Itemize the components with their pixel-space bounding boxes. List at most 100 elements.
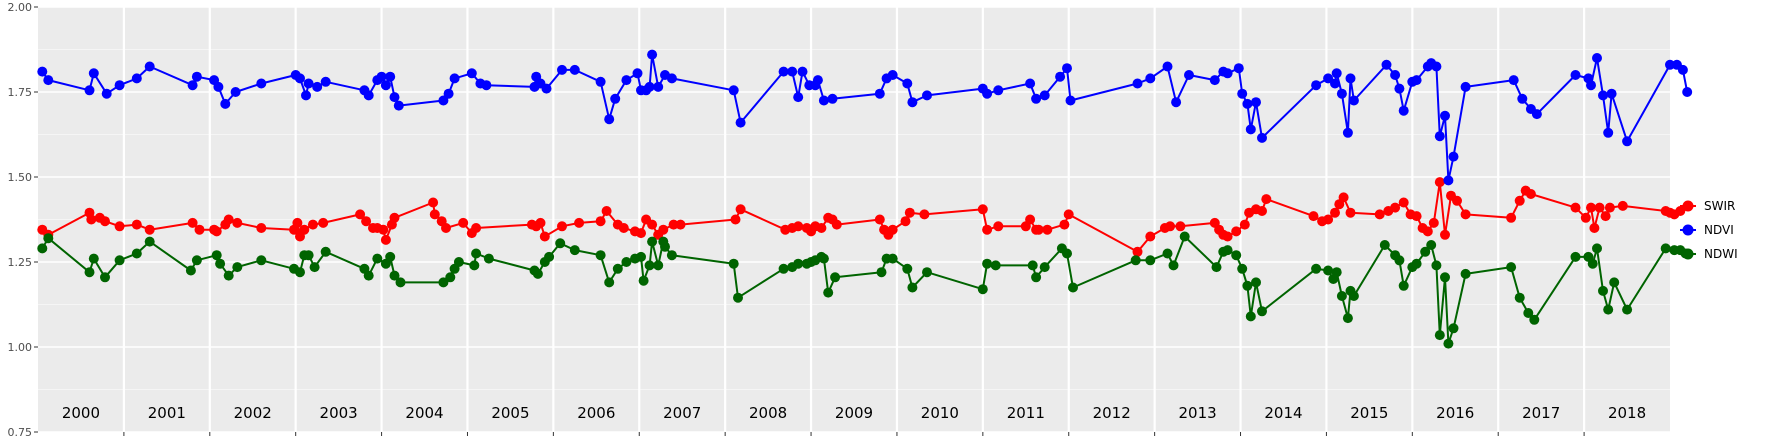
ndvi-point: [818, 95, 829, 106]
swir-point: [1586, 202, 1596, 213]
ndwi-point: [636, 251, 646, 262]
ndwi-point: [555, 238, 566, 249]
swir-point: [256, 223, 267, 233]
ndvi-point: [187, 80, 198, 91]
ndvi-point: [295, 73, 305, 84]
ndwi-point: [1426, 240, 1437, 250]
swir-point: [1145, 231, 1156, 242]
ndwi-point: [131, 248, 142, 259]
ndwi-point: [445, 272, 456, 283]
swir-point: [904, 207, 915, 218]
ndwi-point: [887, 253, 898, 264]
ndvi-point: [1251, 97, 1261, 108]
ndwi-point: [1027, 260, 1038, 271]
ndvi-point: [1603, 127, 1614, 138]
ndwi-point: [471, 248, 482, 259]
ndwi-point: [644, 260, 655, 271]
swir-point: [1460, 209, 1471, 220]
ndwi-point: [363, 270, 374, 281]
ndvi-point: [1531, 109, 1542, 120]
ndwi-point: [647, 236, 658, 247]
ndvi-point: [610, 93, 621, 104]
ndwi-point: [1257, 306, 1267, 317]
swir-point: [1452, 195, 1462, 206]
ndvi-point: [793, 92, 804, 103]
x-axis: 2000 2001 2002 2003 2004 2005 2006 2007 2008 2009…: [62, 404, 1646, 436]
ndvi-point: [1162, 61, 1173, 72]
swir-point: [441, 223, 451, 233]
ndwi-point: [793, 258, 804, 269]
ndwi-point: [88, 253, 99, 264]
ndwi-point: [1062, 248, 1072, 259]
swir-point: [816, 223, 827, 233]
swir-point: [292, 217, 303, 228]
ndvi-point: [1411, 75, 1422, 86]
ndwi-point: [256, 255, 267, 266]
ndvi-point: [191, 71, 202, 82]
ndvi-point: [213, 81, 224, 92]
ndvi-point: [1233, 63, 1244, 74]
swir-point: [1063, 209, 1074, 220]
swir-point: [232, 217, 243, 228]
swir-point: [1330, 207, 1340, 218]
swir-point: [1580, 212, 1591, 223]
legend-key-point: [1682, 200, 1694, 212]
ndwi-point: [1394, 255, 1405, 266]
ndvi-point: [1242, 98, 1253, 109]
ndwi-point: [544, 251, 555, 262]
ndvi-point: [874, 88, 885, 99]
swir-point: [307, 219, 318, 230]
ndwi-point: [778, 263, 789, 274]
swir-point: [1570, 202, 1581, 213]
ndvi-point: [1222, 68, 1233, 79]
swir-point: [1059, 219, 1070, 230]
swir-point: [735, 204, 746, 215]
series-layer: [37, 49, 1693, 349]
ndwi-point: [1323, 265, 1334, 276]
ndwi-point: [1398, 280, 1409, 291]
ndwi-point: [303, 250, 314, 261]
ndvi-point: [466, 68, 477, 79]
ndwi-point: [818, 253, 829, 264]
swir-point: [887, 224, 898, 235]
ndvi-point: [43, 75, 54, 86]
ndvi-point: [1209, 75, 1220, 86]
ndvi-point: [449, 73, 460, 84]
ndvi-point: [37, 66, 48, 77]
ndvi-point: [114, 80, 125, 91]
ndvi-point: [1381, 59, 1392, 70]
swir-point: [1257, 206, 1267, 216]
swir-point: [318, 217, 329, 228]
ndwi-point: [1529, 314, 1540, 325]
ndwi-point: [1162, 248, 1173, 259]
ndvi-point: [363, 90, 374, 101]
ndwi-point: [37, 243, 48, 254]
ndwi-point: [1598, 285, 1608, 296]
swir-point: [1231, 226, 1242, 237]
ndvi-point: [320, 76, 331, 87]
ndvi-point: [982, 88, 993, 99]
year-label: 2012: [1093, 404, 1131, 422]
ndvi-point: [787, 66, 798, 77]
ndvi-point: [922, 90, 932, 101]
ndvi-point: [1443, 175, 1454, 186]
ndvi-point: [1257, 132, 1267, 143]
ndvi-point: [301, 90, 311, 101]
year-label: 2014: [1264, 404, 1302, 422]
legend-key-point: [1682, 224, 1694, 236]
ndwi-point: [100, 272, 110, 283]
ndwi-point: [621, 257, 632, 267]
swir-point: [1675, 206, 1686, 216]
swir-point: [458, 217, 469, 228]
ndvi-point: [481, 80, 492, 91]
swir-point: [1589, 223, 1600, 233]
ndvi-point: [389, 92, 400, 103]
swir-point: [144, 224, 155, 235]
ndvi-point: [993, 85, 1004, 96]
ndwi-point: [1179, 231, 1190, 242]
ndvi-point: [644, 81, 655, 92]
year-label: 2006: [577, 404, 615, 422]
ndwi-point: [1592, 243, 1602, 254]
ndvi-point: [230, 87, 241, 97]
swir-point: [1175, 221, 1186, 232]
